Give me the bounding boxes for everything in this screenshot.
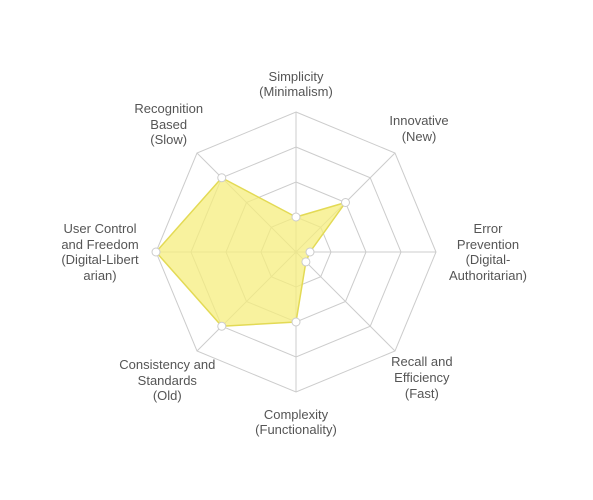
- series-marker-simplicity: [292, 213, 300, 221]
- series-marker-recall_efficiency: [302, 258, 310, 266]
- series-marker-consistency_standards: [218, 322, 226, 330]
- series-marker-user_control: [152, 248, 160, 256]
- radar-chart: Simplicity (Minimalism)Innovative (New)E…: [0, 0, 593, 500]
- series-marker-complexity: [292, 318, 300, 326]
- series-marker-recognition_based: [218, 174, 226, 182]
- series-marker-innovative: [341, 199, 349, 207]
- series-marker-error_prevention: [306, 248, 314, 256]
- radar-svg: [0, 0, 593, 500]
